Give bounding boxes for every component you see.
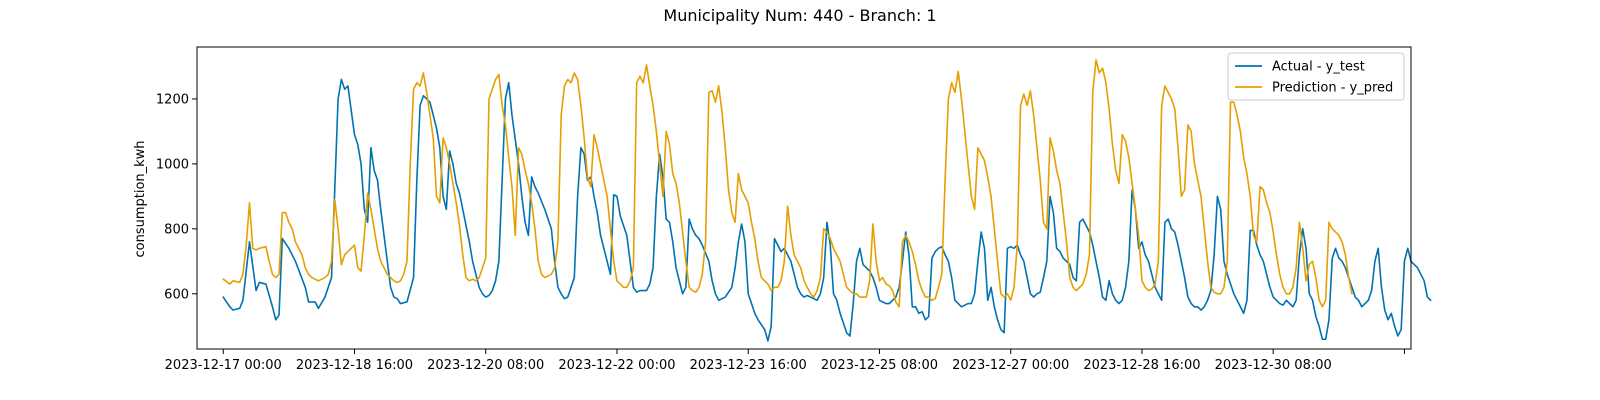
- chart-title: Municipality Num: 440 - Branch: 1: [663, 6, 936, 25]
- x-tick-label: 2023-12-27 00:00: [952, 358, 1069, 373]
- legend-label: Prediction - y_pred: [1272, 81, 1393, 96]
- series-layer: [222, 59, 1432, 342]
- plot-frame: [196, 46, 1412, 350]
- x-tick-label: 2023-12-20 08:00: [427, 358, 544, 373]
- series-line-prediction: [222, 59, 1353, 308]
- x-tick-label: 2023-12-28 16:00: [1083, 358, 1200, 373]
- y-tick-label: 1000: [156, 157, 189, 172]
- y-tick-label: 600: [164, 287, 189, 302]
- x-tick-label: 2023-12-25 08:00: [821, 358, 938, 373]
- legend-box: [1227, 52, 1405, 101]
- x-tick-label: 2023-12-18 16:00: [296, 358, 413, 373]
- x-axis: 2023-12-17 00:00 2023-12-18 16:00 2023-12-…: [165, 349, 1405, 373]
- x-tick-label: 2023-12-22 00:00: [558, 358, 675, 373]
- y-tick-label: 1200: [156, 92, 189, 107]
- legend-label: Actual - y_test: [1272, 60, 1365, 75]
- x-tick-label: 2023-12-17 00:00: [165, 358, 282, 373]
- y-tick-label: 800: [164, 222, 189, 237]
- series-line-actual: [222, 78, 1432, 342]
- y-axis: 600 800 1000 1200: [156, 92, 197, 302]
- legend: Actual - y_test Prediction - y_pred: [1227, 52, 1405, 101]
- x-tick-label: 2023-12-30 08:00: [1215, 358, 1332, 373]
- y-axis-label: consumption_kwh: [133, 140, 148, 257]
- x-tick-label: 2023-12-23 16:00: [690, 358, 807, 373]
